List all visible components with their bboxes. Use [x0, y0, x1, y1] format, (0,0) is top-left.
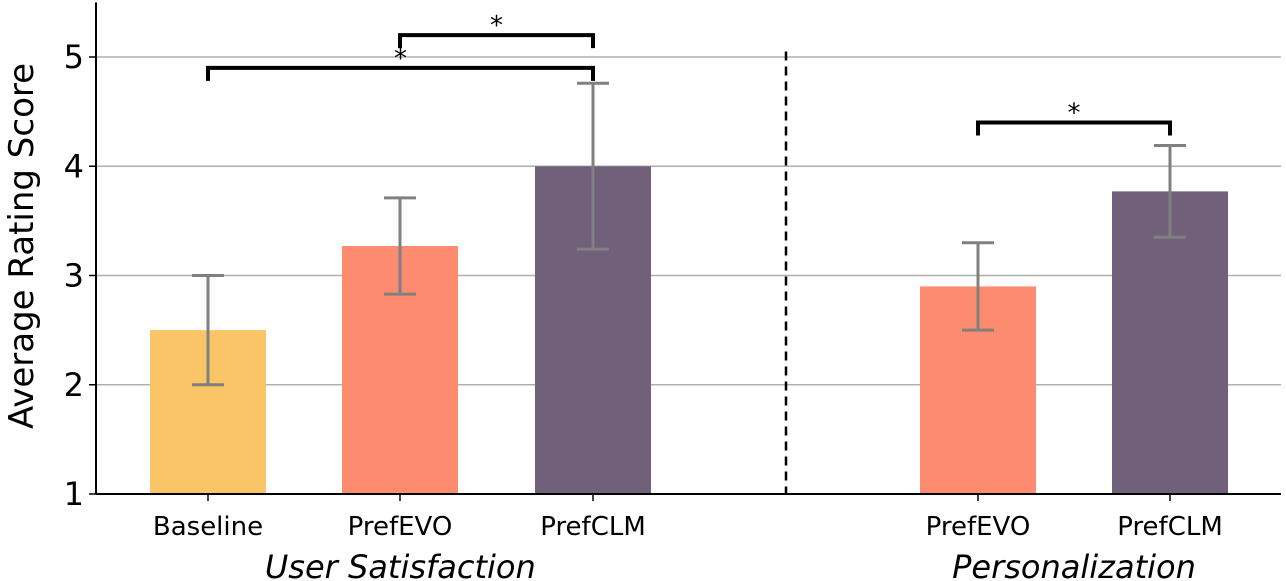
x-tick-label-baseline-0: Baseline [153, 512, 263, 542]
significance-star-0: * [490, 11, 503, 41]
y-tick-label-2: 2 [64, 366, 84, 404]
significance-star-2: * [1068, 99, 1081, 129]
significance-bracket-1 [206, 65, 595, 81]
x-tick-label-prefclm-0: PrefCLM [540, 512, 646, 542]
group-label-0: User Satisfaction [265, 548, 536, 581]
significance-brackets: * * * [206, 11, 1172, 136]
significance-star-1: * [394, 44, 407, 74]
grid-lines [96, 56, 1281, 386]
group-label-1: Personalization [952, 548, 1196, 581]
bars [150, 166, 1228, 494]
error-bars [192, 81, 1186, 387]
y-tick-label-5: 5 [64, 38, 84, 76]
y-axis-label: Average Rating Score [2, 63, 42, 429]
x-tick-label-prefevo-1: PrefEVO [926, 512, 1031, 542]
y-tick-label-4: 4 [64, 147, 84, 185]
y-tick-label-3: 3 [64, 257, 84, 295]
x-tick-label-prefclm-1: PrefCLM [1117, 512, 1223, 542]
y-tick-label-1: 1 [64, 475, 84, 513]
significance-bracket-2 [976, 120, 1172, 136]
x-tick-label-prefevo-0: PrefEVO [348, 512, 453, 542]
bar-prefclm-1 [1112, 191, 1228, 494]
significance-bracket-0 [398, 33, 595, 49]
